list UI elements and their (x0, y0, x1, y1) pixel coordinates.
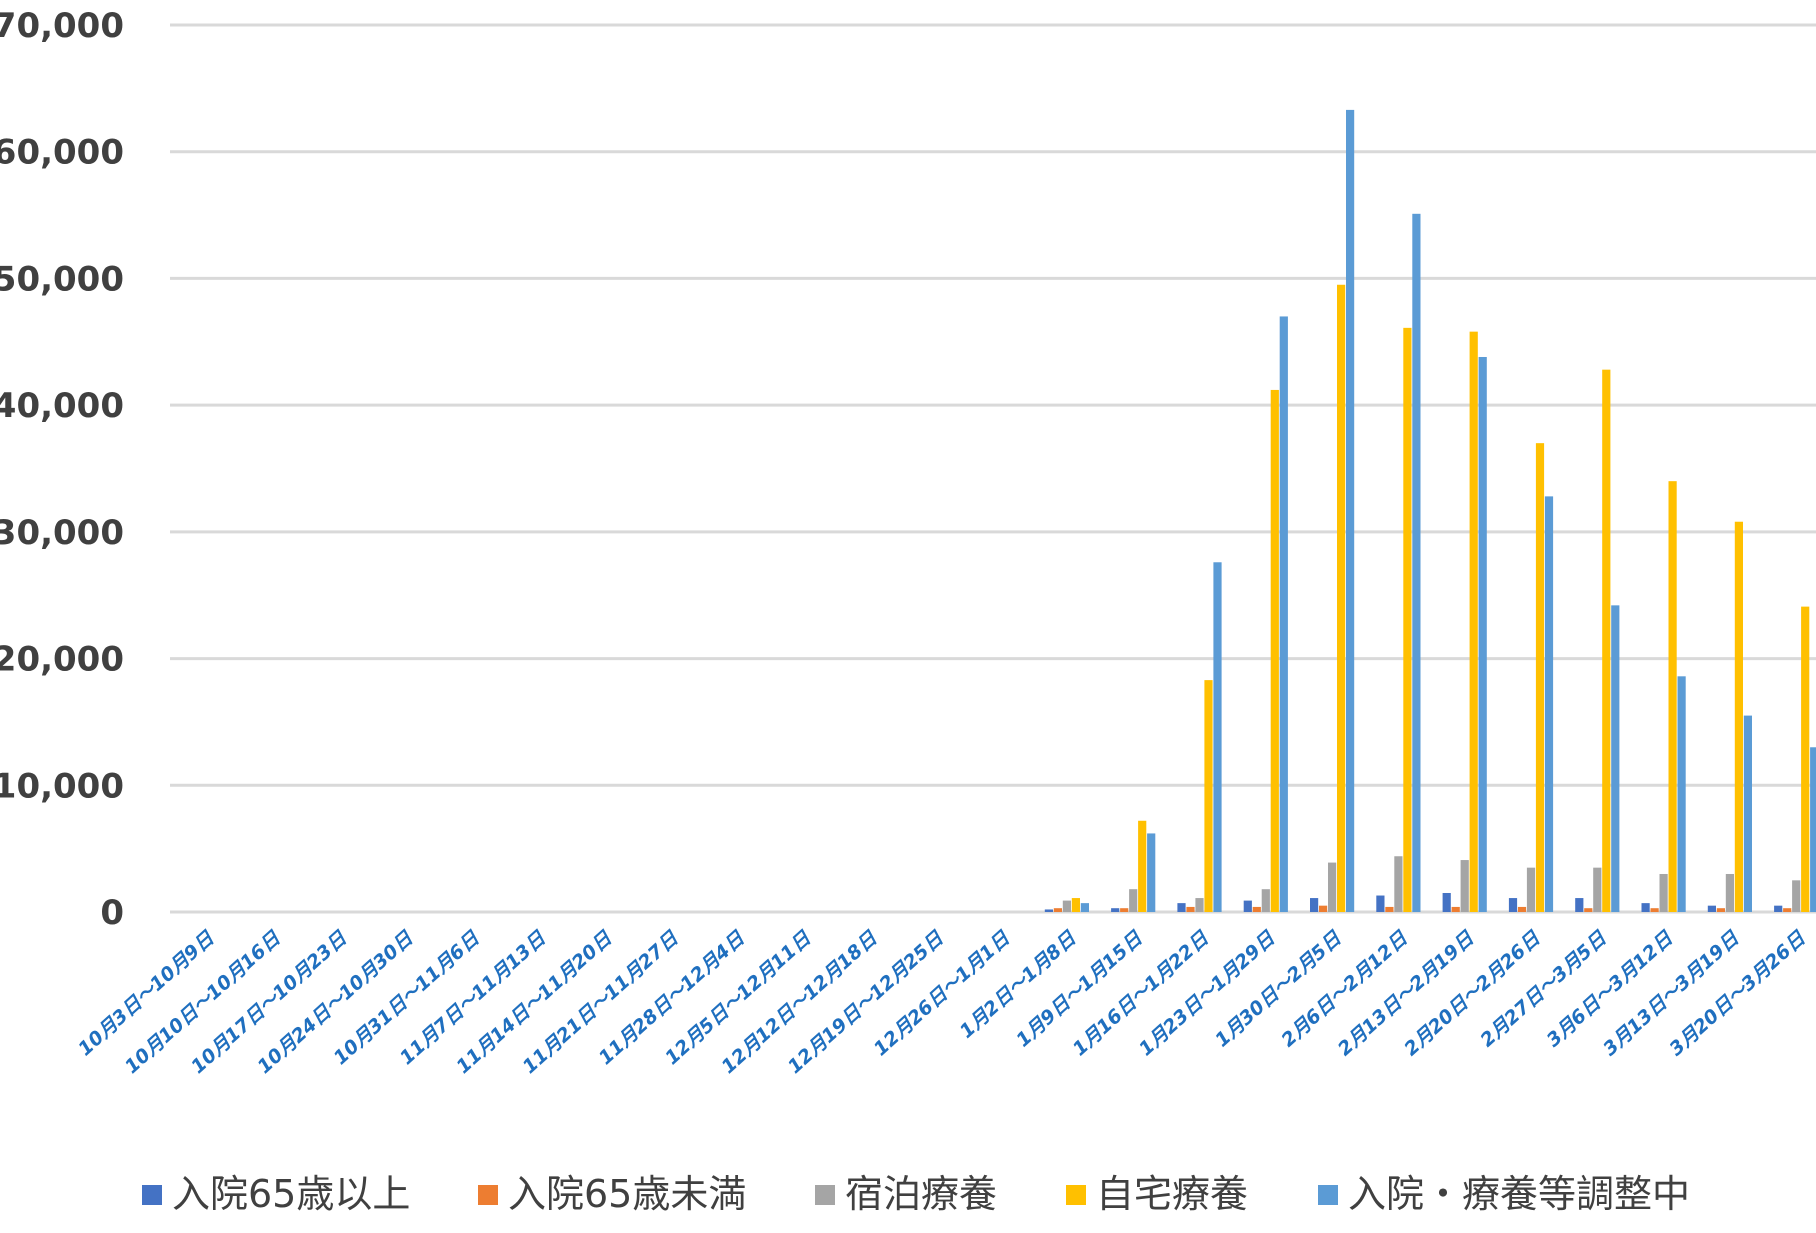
bar (1243, 900, 1252, 912)
bar (1460, 860, 1469, 912)
bar (1080, 903, 1089, 912)
legend-label: 入院65歳未満 (508, 1172, 746, 1216)
y-axis-ticks: 0 10,000 20,000 30,000 40,000 50,000 60,000 70,… (0, 6, 124, 933)
bar (1376, 895, 1385, 912)
bar (1526, 867, 1536, 912)
bar (1195, 898, 1204, 912)
bar (1602, 369, 1611, 913)
bar (1053, 908, 1062, 912)
legend-swatch (142, 1185, 162, 1205)
bar (1783, 908, 1792, 912)
y-tick-label: 50,000 (0, 259, 124, 299)
bar (1062, 900, 1071, 912)
x-axis-ticks: 10月3日～10月9日10月10日～10月16日10月17日～10月23日10月… (74, 927, 1810, 1078)
bar (1394, 856, 1403, 912)
bar (1611, 605, 1620, 912)
bar (1120, 908, 1129, 912)
y-tick-label: 40,000 (0, 386, 124, 426)
bar (1650, 908, 1659, 912)
bar (1716, 908, 1725, 912)
bar (1810, 747, 1816, 912)
bar (1517, 906, 1527, 912)
bar (1774, 905, 1783, 912)
bar (1442, 892, 1451, 912)
bar (1204, 680, 1213, 912)
bar (1451, 906, 1460, 912)
bar (1270, 389, 1279, 912)
bar (1743, 715, 1752, 912)
bar (1213, 562, 1222, 912)
bar (1801, 606, 1810, 912)
bar (1111, 908, 1120, 912)
bar (1328, 862, 1337, 912)
bar (1544, 496, 1554, 912)
bar (1319, 905, 1328, 912)
y-tick-label: 60,000 (0, 133, 124, 173)
bar (1677, 676, 1686, 912)
bar (1044, 909, 1053, 912)
legend-swatch (1318, 1185, 1338, 1205)
bar (1252, 906, 1261, 912)
y-tick-label: 10,000 (0, 766, 124, 806)
bar (1725, 873, 1734, 912)
bar (1310, 898, 1319, 912)
bar (1508, 898, 1518, 912)
bar (1177, 903, 1186, 912)
legend-label: 宿泊療養 (845, 1172, 997, 1216)
bar (1659, 873, 1668, 912)
bar (1346, 109, 1355, 913)
bar (1186, 906, 1195, 912)
bar (1641, 903, 1650, 912)
bar (1261, 889, 1270, 912)
bar (1138, 820, 1147, 912)
bar (1412, 213, 1421, 912)
legend-swatch (1066, 1185, 1086, 1205)
bar (1593, 867, 1602, 912)
y-tick-label: 70,000 (0, 6, 124, 46)
bar (1403, 327, 1412, 912)
bar (1535, 443, 1545, 912)
bar (1071, 898, 1080, 912)
bar (1668, 481, 1677, 912)
bar (1129, 889, 1138, 912)
y-tick-label: 0 (100, 893, 124, 933)
bar (1584, 908, 1593, 912)
y-tick-label: 20,000 (0, 640, 124, 680)
bar (1707, 905, 1716, 912)
legend-swatch (815, 1185, 835, 1205)
x-tick-label: 1月2日～1月8日 (956, 927, 1081, 1043)
legend-label: 入院65歳以上 (172, 1172, 410, 1216)
bar (1478, 356, 1487, 912)
legend-label: 自宅療養 (1096, 1172, 1248, 1216)
legend-swatch (478, 1185, 498, 1205)
gridlines (170, 23, 1816, 914)
bar (1469, 331, 1478, 912)
y-tick-label: 30,000 (0, 513, 124, 553)
legend-label: 入院・療養等調整中 (1348, 1172, 1690, 1216)
bars (1044, 109, 1816, 913)
legend: 入院65歳以上 入院65歳未満 宿泊療養 自宅療養 入院・療養等調整中 (142, 1172, 1690, 1216)
bar (1337, 284, 1346, 912)
bar (1792, 880, 1801, 912)
bar (1575, 898, 1584, 912)
bar (1147, 833, 1156, 912)
bar (1734, 521, 1743, 912)
bar (1385, 906, 1394, 912)
bar (1279, 316, 1288, 912)
